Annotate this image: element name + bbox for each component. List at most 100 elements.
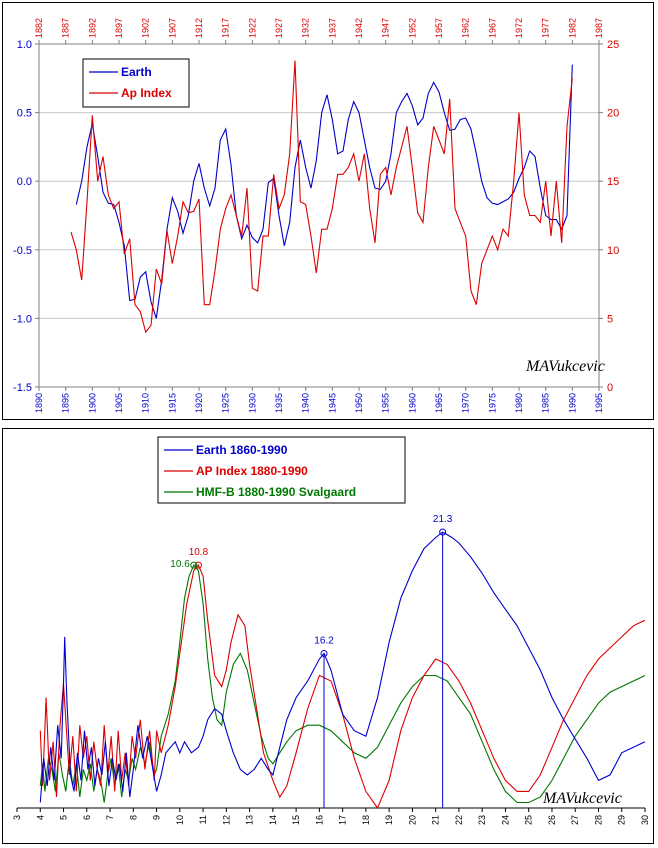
series-line-2 [39, 564, 645, 804]
x-bottom-tick-label: 1960 [407, 393, 417, 413]
signature: MAVukcevic [542, 790, 622, 807]
x-tick-label: 10 [175, 815, 185, 825]
x-bottom-tick-label: 1980 [514, 393, 524, 413]
x-bottom-tick-label: 1910 [141, 393, 151, 413]
x-bottom-tick-label: 1995 [594, 393, 604, 413]
x-tick-label: 22 [454, 815, 464, 825]
top-chart: 1.0 0.5 0.0 -0.5 -1.0 -1.5 25 20 15 10 5 0 1890 1895 1… [13, 18, 619, 413]
x-bottom-tick-label: 1945 [327, 393, 337, 413]
y-left-tick-label: 0.0 [17, 176, 32, 188]
x-bottom-tick-label: 1935 [274, 393, 284, 413]
x-tick-label: 27 [570, 815, 580, 825]
x-top-tick-label: 1902 [141, 18, 151, 38]
legend-label: Earth [121, 65, 152, 79]
legend-box [157, 436, 406, 504]
series-line-0 [39, 531, 645, 803]
series-line-1 [39, 564, 645, 809]
x-bottom-tick-label: 1895 [61, 393, 71, 413]
x-tick-label: 4 [35, 815, 45, 820]
legend-label: Ap Index [121, 86, 172, 100]
x-tick-label: 25 [524, 815, 534, 825]
x-top-tick-label: 1972 [514, 18, 524, 38]
x-bottom-tick-label: 1965 [434, 393, 444, 413]
x-bottom-tick-label: 1940 [301, 393, 311, 413]
x-bottom-tick-label: 1930 [247, 393, 257, 413]
x-tick-label: 29 [617, 815, 627, 825]
x-top-tick-label: 1962 [461, 18, 471, 38]
x-bottom-tick-label: 1985 [541, 393, 551, 413]
y-right-tick-label: 10 [607, 245, 619, 257]
peak-marker [194, 561, 202, 569]
x-tick-label: 16 [314, 815, 324, 825]
x-top-tick-label: 1987 [594, 18, 604, 38]
x-bottom-tick-label: 1950 [354, 393, 364, 413]
x-top-tick-label: 1947 [381, 18, 391, 38]
x-tick-label: 3 [12, 815, 22, 820]
signature: MAVukcevic [525, 358, 605, 375]
x-bottom-tick-label: 1970 [461, 393, 471, 413]
y-right-tick-label: 20 [607, 108, 619, 120]
x-top-tick-label: 1982 [567, 18, 577, 38]
x-top-tick-label: 1952 [407, 18, 417, 38]
bottom-chart: 3 4 5 6 7 8 9 10 11 12 13 14 15 16 17 18 19 20 21 22 23 24 25 2… [12, 436, 650, 825]
legend: Earth 1860-1990 AP Index 1880-1990 HMF-B 1… [157, 436, 406, 504]
x-tick-label: 9 [152, 815, 162, 820]
x-tick-label: 26 [547, 815, 557, 825]
x-tick-label: 6 [82, 815, 92, 820]
y-right-tick-label: 25 [607, 39, 619, 51]
y-left-tick-label: -0.5 [13, 245, 32, 257]
peak-label: 16.2 [314, 635, 334, 646]
x-bottom-tick-label: 1915 [167, 393, 177, 413]
x-tick-label: 7 [105, 815, 115, 820]
x-tick-label: 19 [384, 815, 394, 825]
x-bottom-tick-label: 1920 [194, 393, 204, 413]
y-right-tick-label: 0 [607, 382, 613, 394]
x-top-tick-label: 1927 [274, 18, 284, 38]
y-right-tick-label: 15 [607, 176, 619, 188]
peak-marker [190, 561, 198, 569]
x-bottom-tick-label: 1955 [381, 393, 391, 413]
x-bottom-tick-label: 1990 [567, 393, 577, 413]
x-tick-label: 15 [291, 815, 301, 825]
x-top-tick-label: 1967 [487, 18, 497, 38]
x-top-tick-label: 1937 [327, 18, 337, 38]
x-bottom-tick-label: 1890 [34, 393, 44, 413]
x-bottom-tick-label: 1975 [487, 393, 497, 413]
x-top-tick-label: 1912 [194, 18, 204, 38]
legend-box [82, 58, 190, 108]
y-left-tick-label: -1.0 [13, 313, 32, 325]
x-bottom-tick-label: 1900 [87, 393, 97, 413]
y-left-tick-label: 0.5 [17, 108, 32, 120]
x-tick-label: 24 [500, 815, 510, 825]
legend-label: AP Index 1880-1990 [196, 464, 308, 478]
y-left-tick-label: 1.0 [17, 39, 32, 51]
x-tick-label: 18 [361, 815, 371, 825]
x-bottom-tick-label: 1925 [221, 393, 231, 413]
x-top-tick-label: 1977 [541, 18, 551, 38]
x-tick-label: 12 [221, 815, 231, 825]
peak-label: 10.6 [170, 559, 190, 570]
x-tick-label: 30 [640, 815, 650, 825]
legend-label: HMF-B 1880-1990 Svalgaard [196, 485, 356, 499]
x-tick-label: 28 [593, 815, 603, 825]
x-top-tick-label: 1907 [167, 18, 177, 38]
peak-label: 21.3 [433, 514, 453, 525]
series-line-earth [75, 64, 573, 319]
x-top-tick-label: 1957 [434, 18, 444, 38]
x-top-tick-label: 1922 [247, 18, 257, 38]
bottom-chart-panel: 3 4 5 6 7 8 9 10 11 12 13 14 15 16 17 18 19 20 21 22 23 24 25 2… [2, 428, 654, 844]
x-top-tick-label: 1942 [354, 18, 364, 38]
peak-label: 10.8 [189, 547, 209, 558]
y-right-tick-label: 5 [607, 313, 613, 325]
legend: Earth Ap Index [82, 58, 190, 108]
x-top-tick-label: 1882 [34, 18, 44, 38]
top-chart-panel: 1.0 0.5 0.0 -0.5 -1.0 -1.5 25 20 15 10 5 0 1890 1895 1… [2, 2, 654, 420]
series-line-ap-index [70, 60, 573, 334]
x-top-tick-label: 1932 [301, 18, 311, 38]
x-tick-label: 14 [268, 815, 278, 825]
y-left-tick-label: -1.5 [13, 382, 32, 394]
x-top-tick-label: 1887 [61, 18, 71, 38]
x-tick-label: 21 [431, 815, 441, 825]
x-tick-label: 11 [198, 815, 208, 824]
x-bottom-tick-label: 1905 [114, 393, 124, 413]
